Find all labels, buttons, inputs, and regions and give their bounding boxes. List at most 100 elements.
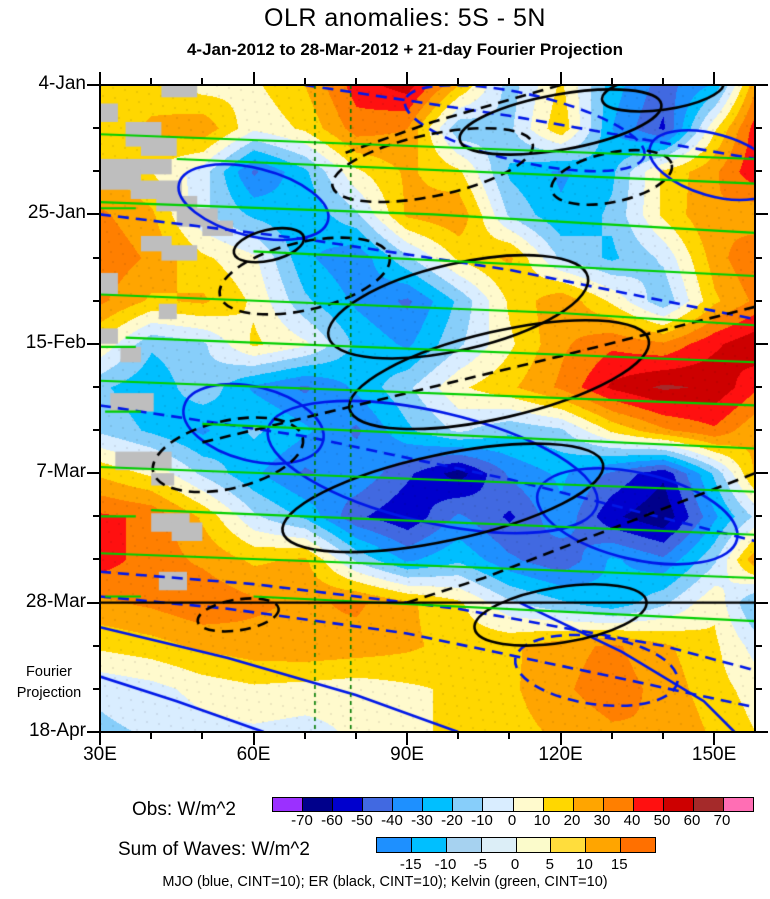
y-axis-right-minor-tick [755,299,762,302]
x-axis-top-minor-tick [610,78,613,85]
colorbar-tick-label: 20 [563,812,581,829]
x-axis-top-minor-tick [661,78,664,85]
colorbar-segment [481,838,517,852]
colorbar-tick-label: -60 [321,812,343,829]
colorbar-tick-label: 0 [510,856,520,873]
y-axis-minor-tick [93,385,100,388]
y-axis-minor-tick [93,429,100,432]
waves-colorbar-label: Sum of Waves: W/m^2 [118,839,310,860]
colorbar-segment [513,798,544,811]
colorbar-tick-label: 50 [653,812,671,829]
y-axis-major-tick [87,213,100,216]
colorbar-segment [363,798,394,811]
y-axis-right-minor-tick [755,429,762,432]
y-axis-major-tick [87,731,100,733]
colorbar-tick-label: -5 [473,856,487,873]
colorbar-tick-label: -10 [434,856,457,873]
waves-colorbar [376,837,656,853]
colorbar-tick-label: 10 [533,812,551,829]
x-tick-label: 90E [390,744,424,765]
obs-colorbar-label: Obs: W/m^2 [132,799,236,820]
colorbar-tick-label: 15 [610,856,628,873]
colorbar-tick-label: -10 [471,812,493,829]
y-axis-right-minor-tick [755,385,762,388]
x-axis-minor-tick [201,732,204,739]
colorbar-tick-label: -20 [441,812,463,829]
x-axis-top-major-tick [252,72,255,85]
colorbar-segment [273,798,304,811]
x-axis-major-tick [559,732,562,745]
y-axis-minor-tick [93,558,100,561]
x-axis-top-major-tick [406,72,409,85]
x-tick-label: 30E [83,744,117,765]
y-axis-right-major-tick [755,342,768,345]
y-axis-minor-tick [93,644,100,647]
y-axis-minor-tick [93,127,100,130]
colorbar-segment [603,798,634,811]
x-axis-major-tick [99,732,101,745]
x-axis-top-major-tick [99,72,101,85]
y-axis-right-major-tick [755,84,768,86]
x-tick-label: 120E [538,744,583,765]
y-tick-label: 15-Feb [25,331,86,353]
y-axis-minor-tick [93,687,100,690]
colorbar-segment [543,798,574,811]
y-axis-right-minor-tick [755,256,762,259]
x-axis-top-minor-tick [508,78,511,85]
colorbar-segment [423,798,454,811]
x-axis-minor-tick [457,732,460,739]
colorbar-segment [551,838,587,852]
obs-colorbar [272,797,754,812]
colorbar-tick-label: 30 [593,812,611,829]
y-tick-label: 4-Jan [38,73,86,94]
x-axis-top-minor-tick [354,78,357,85]
colorbar-tick-label: -15 [399,856,422,873]
fourier-annotation-line2: Projection [16,685,82,701]
y-tick-label: 25-Jan [27,202,86,224]
x-tick-label: 150E [691,744,737,765]
y-axis-right-major-tick [755,472,768,475]
colorbar-segment [333,798,364,811]
x-axis-top-minor-tick [457,78,460,85]
colorbar-segment [446,838,482,852]
y-axis-minor-tick [93,515,100,518]
colorbar-segment [621,838,655,852]
y-axis-right-minor-tick [755,644,762,647]
x-axis-minor-tick [610,732,613,739]
y-axis-major-tick [87,601,100,604]
y-axis-major-tick [87,472,100,475]
colorbar-tick-label: -70 [291,812,313,829]
page-title: OLR anomalies: 5S - 5N [264,4,546,32]
y-axis-right-minor-tick [755,515,762,518]
x-axis-top-minor-tick [201,78,204,85]
colorbar-segment [586,838,622,852]
x-axis-major-tick [252,732,255,745]
x-axis-top-minor-tick [303,78,306,85]
colorbar-segment [573,798,604,811]
fourier-projection-annotation: Fourier Projection [2,662,96,704]
colorbar-segment [303,798,334,811]
y-axis-right-major-tick [755,601,768,604]
y-axis-right-minor-tick [755,558,762,561]
colorbar-tick-label: -50 [351,812,373,829]
colorbar-tick-label: 70 [713,812,731,829]
colorbar-tick-label: 10 [576,856,593,873]
x-axis-minor-tick [508,732,511,739]
colorbar-tick-label: 5 [545,856,554,873]
colorbar-segment [723,798,753,811]
y-tick-label: 18-Apr [28,720,86,741]
y-tick-label: 28-Mar [25,590,86,612]
y-axis-major-tick [87,84,100,86]
y-axis-minor-tick [93,170,100,173]
x-axis-top-minor-tick [150,78,153,85]
y-axis-right-minor-tick [755,687,762,690]
wave-contour-legend: MJO (blue, CINT=10); ER (black, CINT=10)… [162,874,608,890]
y-axis-right-major-tick [755,213,768,216]
x-axis-minor-tick [661,732,664,739]
colorbar-tick-label: -40 [381,812,403,829]
x-axis-minor-tick [354,732,357,739]
colorbar-tick-label: -30 [411,812,433,829]
y-axis-minor-tick [93,299,100,302]
colorbar-tick-label: 0 [507,812,517,829]
